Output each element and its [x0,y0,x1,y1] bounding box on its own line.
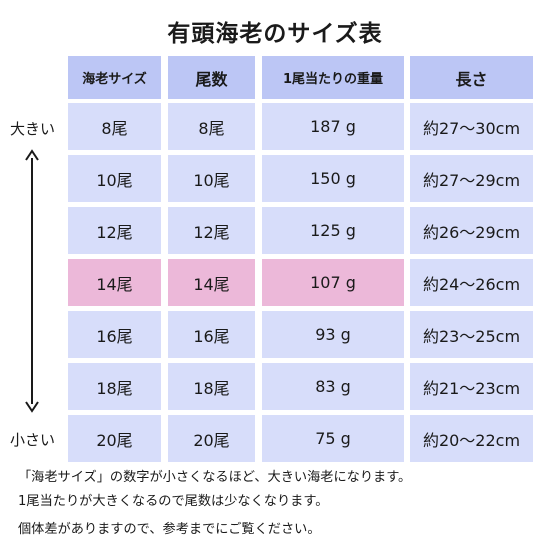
table-cell-weight: 150 g [262,155,404,202]
table-cell-length: 約23〜25cm [410,311,533,358]
table-cell-size: 8尾 [68,103,161,150]
note-line: 個体差がありますので、参考までにご覧ください。 [18,522,321,537]
header-size: 海老サイズ [68,56,161,99]
table-cell-size: 12尾 [68,207,161,254]
table-cell-length: 約20〜22cm [410,415,533,462]
table-cell-size: 14尾 [68,259,161,306]
notes: 「海老サイズ」の数字が小さくなるほど、大きい海老になります。 1尾当たりが大きく… [18,466,546,542]
table-cell-size: 20尾 [68,415,161,462]
table-cell-weight: 187 g [262,103,404,150]
label-large: 大きい [10,120,56,138]
table-cell-size: 16尾 [68,311,161,358]
table-cell-weight: 83 g [262,363,404,410]
table-cell-size: 18尾 [68,363,161,410]
header-count: 尾数 [168,56,255,99]
table-cell-weight: 93 g [262,311,404,358]
header-length: 長さ [410,56,533,99]
table-cell-count: 8尾 [168,103,255,150]
note-line: 1尾当たりが大きくなるので尾数は少なくなります。 [18,494,329,509]
table-cell-length: 約24〜26cm [410,259,533,306]
table-cell-count: 18尾 [168,363,255,410]
header-weight: 1尾当たりの重量 [262,56,404,99]
table-cell-size: 10尾 [68,155,161,202]
table-cell-length: 約21〜23cm [410,363,533,410]
table-cell-count: 14尾 [168,259,255,306]
table-cell-weight: 75 g [262,415,404,462]
label-small: 小さい [10,431,56,449]
table-cell-count: 20尾 [168,415,255,462]
table-cell-length: 約26〜29cm [410,207,533,254]
page-title: 有頭海老のサイズ表 [167,21,383,47]
double-arrow-icon [25,149,39,413]
table-cell-count: 16尾 [168,311,255,358]
table-cell-count: 10尾 [168,155,255,202]
table-cell-weight: 107 g [262,259,404,306]
table-cell-length: 約27〜30cm [410,103,533,150]
table-cell-weight: 125 g [262,207,404,254]
table-cell-count: 12尾 [168,207,255,254]
note-line: 「海老サイズ」の数字が小さくなるほど、大きい海老になります。 [18,470,412,485]
table-cell-length: 約27〜29cm [410,155,533,202]
